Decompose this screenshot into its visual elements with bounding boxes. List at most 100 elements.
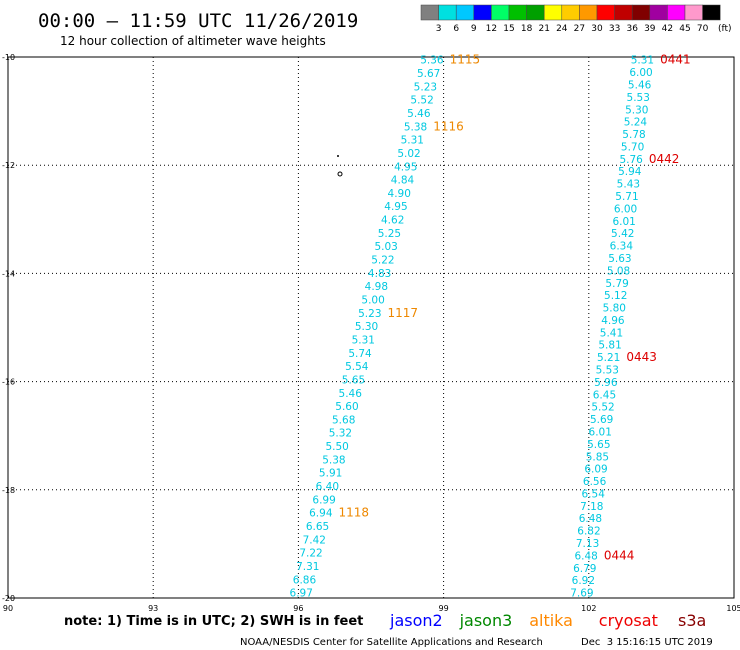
y-tick-label: -20 xyxy=(2,594,15,603)
colorbar-label: 33 xyxy=(609,24,620,34)
wave-height-value: 5.12 xyxy=(604,290,627,302)
wave-height-value: 6.97 xyxy=(290,588,313,600)
wave-height-value: 5.53 xyxy=(627,92,650,104)
wave-height-value: 7.69 xyxy=(570,588,593,600)
wave-height-value: 5.70 xyxy=(621,141,644,153)
pass-time-label: 0441 xyxy=(660,53,691,67)
wave-height-value: 5.52 xyxy=(591,402,614,414)
y-tick-label: -16 xyxy=(2,378,15,387)
colorbar-swatch xyxy=(543,4,563,21)
wave-height-value: 6.48 xyxy=(579,513,602,525)
wave-height-value: 7.13 xyxy=(576,538,599,550)
wave-height-value: 5.63 xyxy=(608,253,631,265)
satellite-legend: jason2 jason3 altika cryosat s3a xyxy=(389,611,706,630)
page-subtitle: 12 hour collection of altimeter wave hei… xyxy=(60,34,326,48)
wave-height-value: 5.81 xyxy=(598,340,621,352)
colorbar-swatch xyxy=(702,4,721,21)
pass-time-label: 1116 xyxy=(433,119,464,133)
wave-height-value: 5.25 xyxy=(378,228,401,240)
satellite-altika: altika xyxy=(529,611,573,630)
wave-height-value: 5.46 xyxy=(339,388,363,400)
footer-timestamp: Dec 3 15:16:15 UTC 2019 xyxy=(581,637,713,648)
wave-height-value: 5.60 xyxy=(335,401,358,413)
wave-height-value: 5.43 xyxy=(617,179,640,191)
x-tick-label: 99 xyxy=(439,604,449,613)
wave-height-value: 5.23 xyxy=(414,81,437,93)
wave-height-value: 6.09 xyxy=(584,464,607,476)
colorbar-label: 36 xyxy=(626,24,638,34)
footer-note: note: 1) Time is in UTC; 2) SWH is in fe… xyxy=(64,614,363,629)
colorbar-swatch xyxy=(455,4,475,21)
wave-height-value: 5.67 xyxy=(417,68,440,80)
colorbar-swatch xyxy=(561,4,580,21)
wave-height-value: 6.00 xyxy=(614,203,637,215)
wave-height-value: 5.68 xyxy=(332,414,355,426)
colorbar-swatch xyxy=(491,4,510,21)
colorbar-label: 24 xyxy=(556,24,568,34)
wave-height-value: 5.96 xyxy=(594,377,618,389)
colorbar-label: 30 xyxy=(591,24,603,34)
wave-height-value: 4.95 xyxy=(394,161,417,173)
wave-height-value: 4.84 xyxy=(391,175,415,187)
wave-height-value: 5.08 xyxy=(607,265,630,277)
wave-height-value: 5.42 xyxy=(611,228,634,240)
wave-height-value: 6.01 xyxy=(589,426,612,438)
wave-height-value: 5.31 xyxy=(401,135,424,147)
island-ring xyxy=(337,171,343,177)
track-left: 5.365.675.235.525.465.385.315.024.954.84… xyxy=(290,53,481,600)
wave-height-value: 6.54 xyxy=(582,488,606,500)
colorbar-swatch xyxy=(596,4,615,21)
colorbar-swatch xyxy=(508,4,527,21)
wave-height-value: 5.02 xyxy=(397,148,420,160)
colorbar-swatch xyxy=(579,4,598,21)
pass-time-label: 1117 xyxy=(388,306,419,320)
wave-height-value: 5.03 xyxy=(374,241,397,253)
page-title: 00:00 – 11:59 UTC 11/26/2019 xyxy=(38,10,358,32)
wave-height-value: 4.90 xyxy=(388,188,411,200)
wave-height-value: 4.98 xyxy=(365,281,388,293)
wave-height-value: 5.24 xyxy=(624,117,648,129)
wave-height-value: 5.65 xyxy=(342,374,365,386)
colorbar-swatch xyxy=(473,4,492,21)
altimeter-tracks: 5.365.675.235.525.465.385.315.024.954.84… xyxy=(290,53,691,600)
colorbar-label: 42 xyxy=(662,24,673,34)
wave-height-value: 5.52 xyxy=(410,95,433,107)
wave-height-value: 6.48 xyxy=(574,550,597,562)
wave-height-value: 5.30 xyxy=(625,104,648,116)
wave-height-value: 6.34 xyxy=(610,241,634,253)
wave-height-value: 4.83 xyxy=(368,268,391,280)
wave-height-value: 6.56 xyxy=(583,476,607,488)
wave-height-value: 5.91 xyxy=(319,468,342,480)
satellite-jason3: jason3 xyxy=(459,611,513,630)
satellite-jason2: jason2 xyxy=(389,611,443,630)
colorbar-label: 27 xyxy=(574,24,585,34)
colorbar-swatch xyxy=(667,4,686,21)
wave-height-value: 6.82 xyxy=(577,526,600,538)
wave-height-value: 5.32 xyxy=(329,428,352,440)
wave-height-value: 6.01 xyxy=(612,216,635,228)
wave-height-value: 4.95 xyxy=(384,201,407,213)
colorbar-swatch xyxy=(631,4,651,21)
pass-time-label: 0442 xyxy=(649,152,680,166)
axis-tick-labels: 90 93 96 99 102 105 -10 -12 -14 -16 -18 -20 xyxy=(2,53,740,613)
wave-height-value: 5.46 xyxy=(407,108,431,120)
wave-height-value: 5.46 xyxy=(628,79,652,91)
satellite-s3a: s3a xyxy=(678,611,706,630)
colorbar-label: 18 xyxy=(521,24,533,34)
x-tick-label: 96 xyxy=(293,604,303,613)
wave-height-value: 4.62 xyxy=(381,215,404,227)
colorbar-swatch xyxy=(684,4,703,21)
x-tick-label: 105 xyxy=(726,604,740,613)
x-tick-label: 90 xyxy=(3,604,13,613)
plot-area: 90 93 96 99 102 105-10-12-14-16-18-20 5.365.6… xyxy=(2,53,740,613)
wave-height-value: 5.53 xyxy=(596,365,619,377)
colorbar-swatch xyxy=(526,4,545,21)
colorbar: 3 6 9 12 15 18 21 24 27 30 33 36 39 42 45 70 (ft) xyxy=(420,4,732,34)
wave-height-value: 4.96 xyxy=(601,315,625,327)
wave-height-value: 6.86 xyxy=(293,574,317,586)
wave-height-value: 5.22 xyxy=(371,255,394,267)
wave-height-value: 5.78 xyxy=(622,129,645,141)
colorbar-label: 12 xyxy=(486,24,497,34)
colorbar-label: 39 xyxy=(644,24,656,34)
